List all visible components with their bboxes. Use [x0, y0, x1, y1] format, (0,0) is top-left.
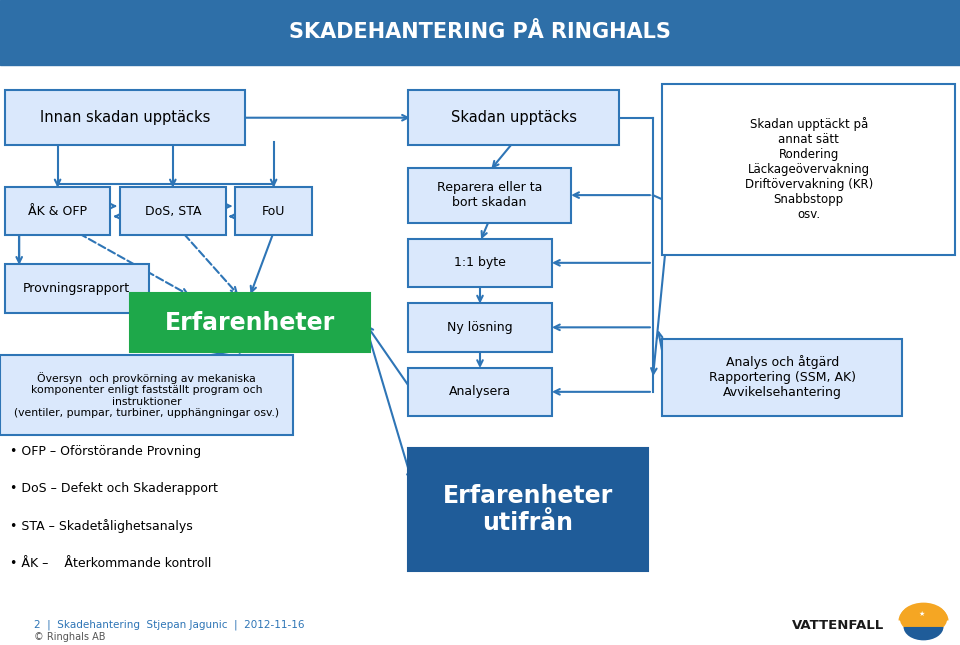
FancyBboxPatch shape [408, 239, 552, 287]
FancyBboxPatch shape [408, 168, 571, 223]
FancyBboxPatch shape [662, 339, 902, 416]
Text: 1:1 byte: 1:1 byte [454, 256, 506, 270]
Text: Översyn  och provkörning av mekaniska
komponenter enligt fastställt program och
: Översyn och provkörning av mekaniska kom… [13, 372, 279, 419]
Text: • OFP – Oförstörande Provning: • OFP – Oförstörande Provning [10, 445, 201, 458]
FancyBboxPatch shape [408, 303, 552, 352]
FancyBboxPatch shape [408, 368, 552, 416]
Text: Skadan upptäckt på
annat sätt
Rondering
Läckageövervakning
Driftövervakning (KR): Skadan upptäckt på annat sätt Rondering … [745, 117, 873, 221]
Text: ÅK & OFP: ÅK & OFP [28, 204, 87, 218]
FancyBboxPatch shape [0, 0, 960, 64]
FancyBboxPatch shape [0, 355, 293, 435]
Text: • DoS – Defekt och Skaderapport: • DoS – Defekt och Skaderapport [10, 482, 218, 495]
Circle shape [900, 602, 948, 635]
Text: Analysera: Analysera [449, 385, 511, 399]
Text: • STA – Skadetålighetsanalys: • STA – Skadetålighetsanalys [10, 519, 192, 533]
Text: VATTENFALL: VATTENFALL [792, 619, 884, 632]
FancyBboxPatch shape [130, 293, 370, 352]
FancyBboxPatch shape [408, 448, 648, 571]
Wedge shape [899, 604, 948, 620]
Text: DoS, STA: DoS, STA [145, 204, 201, 218]
FancyBboxPatch shape [5, 264, 149, 313]
Text: 2  |  Skadehantering  Stjepan Jagunic  |  2012-11-16: 2 | Skadehantering Stjepan Jagunic | 201… [34, 619, 304, 630]
Text: Analys och åtgärd
Rapportering (SSM, AK)
Avvikelsehantering: Analys och åtgärd Rapportering (SSM, AK)… [708, 355, 856, 399]
FancyBboxPatch shape [5, 187, 110, 235]
Text: Reparera eller ta
bort skadan: Reparera eller ta bort skadan [437, 181, 542, 209]
Text: © Ringhals AB: © Ringhals AB [34, 631, 105, 642]
FancyBboxPatch shape [5, 90, 245, 145]
Text: Erfarenheter: Erfarenheter [164, 310, 335, 335]
Text: Ny lösning: Ny lösning [447, 321, 513, 334]
Text: • ÅK –    Återkommande kontroll: • ÅK – Återkommande kontroll [10, 557, 211, 570]
Text: Skadan upptäcks: Skadan upptäcks [450, 110, 577, 125]
Text: Provningsrapport: Provningsrapport [23, 282, 131, 295]
FancyBboxPatch shape [662, 84, 955, 255]
Text: Innan skadan upptäcks: Innan skadan upptäcks [39, 110, 210, 125]
FancyBboxPatch shape [408, 90, 619, 145]
Text: SKADEHANTERING PÅ RINGHALS: SKADEHANTERING PÅ RINGHALS [289, 22, 671, 43]
Text: FoU: FoU [262, 204, 285, 218]
Text: Erfarenheter
utifrån: Erfarenheter utifrån [443, 484, 613, 535]
FancyBboxPatch shape [120, 187, 226, 235]
Wedge shape [903, 627, 944, 640]
Text: ★: ★ [919, 611, 924, 617]
FancyBboxPatch shape [235, 187, 312, 235]
